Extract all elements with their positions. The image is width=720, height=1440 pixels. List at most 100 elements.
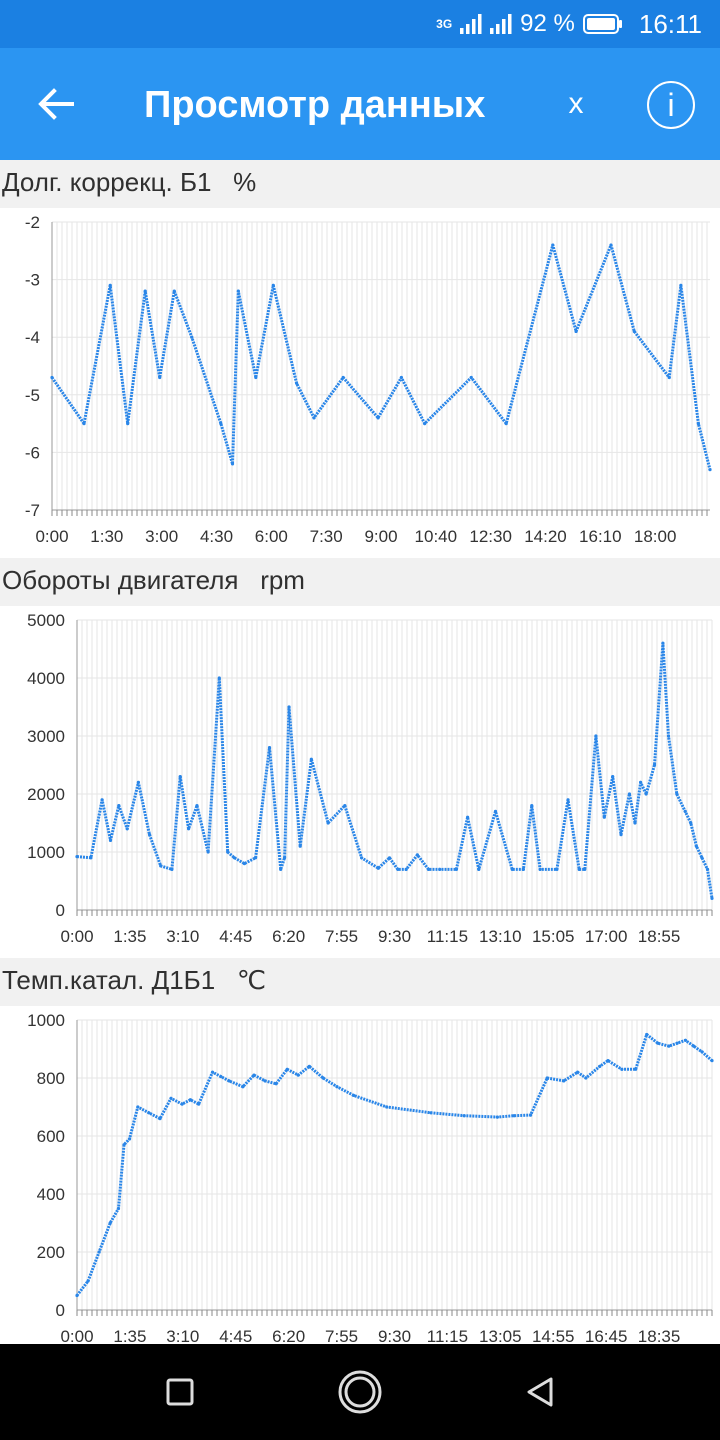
- data-point: [705, 867, 710, 871]
- data-point: [598, 1064, 602, 1068]
- data-point: [97, 1250, 101, 1254]
- data-point: [351, 1093, 356, 1097]
- info-button[interactable]: i: [646, 80, 696, 130]
- data-point: [645, 1032, 649, 1037]
- clock: 16:11: [638, 8, 702, 39]
- y-tick-label: 3000: [27, 727, 65, 746]
- y-tick-label: -6: [25, 443, 40, 462]
- data-point: [512, 1114, 516, 1118]
- chart-title-fuel-trim: Долг. коррекц. Б1 %: [0, 160, 720, 208]
- circle-icon: [338, 1370, 382, 1414]
- data-point: [583, 867, 587, 871]
- series-points: [75, 641, 714, 900]
- data-point: [287, 705, 291, 709]
- data-point: [190, 335, 194, 339]
- y-tick-label: 1000: [27, 843, 65, 862]
- data-point: [683, 809, 687, 813]
- y-tick-label: 800: [37, 1069, 65, 1088]
- data-point: [696, 422, 700, 426]
- data-point: [504, 422, 508, 426]
- data-point: [689, 821, 693, 825]
- data-point: [667, 375, 671, 380]
- data-point: [438, 867, 442, 871]
- data-point: [170, 867, 174, 871]
- data-point: [415, 853, 419, 857]
- x-tick-label: 11:15: [427, 927, 468, 946]
- data-point: [396, 867, 400, 871]
- battery-icon: [582, 14, 622, 34]
- data-point: [644, 792, 648, 796]
- data-point: [236, 289, 240, 293]
- data-point: [254, 375, 258, 380]
- data-point: [188, 1098, 192, 1102]
- info-icon: i: [647, 81, 695, 129]
- y-tick-label: 200: [37, 1243, 65, 1262]
- back-button[interactable]: [30, 78, 82, 130]
- data-point: [606, 1059, 610, 1063]
- y-tick-label: -3: [25, 271, 40, 290]
- data-point: [75, 1293, 79, 1298]
- x-tick-label: 4:45: [219, 1327, 252, 1344]
- data-point: [426, 867, 431, 871]
- data-point: [122, 1143, 126, 1147]
- data-point: [252, 1073, 256, 1077]
- data-point: [710, 896, 714, 900]
- data-point: [462, 1114, 466, 1118]
- data-point: [108, 283, 112, 287]
- data-point: [562, 1079, 566, 1083]
- data-point: [609, 243, 613, 247]
- data-point: [197, 1102, 201, 1106]
- x-minor-ticks: [76, 1310, 713, 1316]
- x-tick-label: 1:35: [113, 1327, 146, 1344]
- x-tick-label: 11:15: [427, 1327, 468, 1344]
- chart-title-text: Обороты двигателя: [2, 565, 239, 595]
- data-point: [683, 1038, 688, 1042]
- x-tick-label: 13:10: [479, 927, 522, 946]
- x-tick-label: 1:35: [113, 927, 146, 946]
- data-point: [126, 422, 130, 426]
- data-point: [75, 855, 79, 859]
- data-point: [195, 804, 199, 808]
- home-button[interactable]: [330, 1364, 390, 1420]
- data-point: [159, 864, 163, 868]
- x-tick-label: 16:45: [585, 1327, 628, 1344]
- data-point: [227, 1079, 231, 1083]
- data-point: [387, 856, 392, 860]
- data-point: [100, 798, 104, 802]
- y-tick-label: 0: [56, 1301, 65, 1320]
- data-point: [555, 867, 559, 871]
- chart-title-text: Долг. коррекц. Б1: [2, 167, 212, 197]
- data-point: [454, 867, 459, 871]
- close-button[interactable]: x: [568, 87, 584, 120]
- data-point: [594, 734, 598, 738]
- data-point: [694, 844, 698, 848]
- data-point: [172, 289, 176, 293]
- y-tick-label: -5: [25, 386, 40, 405]
- x-tick-label: 9:30: [378, 1327, 411, 1344]
- data-point: [279, 867, 283, 871]
- x-tick-label: 17:00: [585, 927, 628, 946]
- data-point: [136, 1105, 140, 1109]
- data-point: [521, 867, 525, 871]
- recent-apps-button[interactable]: [150, 1364, 210, 1420]
- x-tick-label: 9:30: [378, 927, 411, 946]
- data-point: [116, 1206, 121, 1211]
- data-point: [495, 1115, 499, 1119]
- x-tick-label: 6:00: [255, 527, 288, 546]
- data-point: [136, 780, 140, 784]
- data-point: [158, 375, 162, 380]
- data-point: [376, 866, 380, 870]
- x-tick-label: 18:00: [634, 527, 677, 546]
- data-point: [309, 757, 313, 761]
- x-tick-label: 14:20: [524, 527, 567, 546]
- back-nav-button[interactable]: [510, 1364, 570, 1420]
- chart-title-rpm: Обороты двигателя rpm: [0, 558, 720, 606]
- x-tick-label: 6:20: [272, 927, 305, 946]
- data-point: [241, 1085, 245, 1089]
- data-point: [700, 856, 704, 860]
- data-point: [429, 1111, 433, 1115]
- data-point: [230, 462, 235, 466]
- data-point: [675, 792, 679, 796]
- data-point: [551, 243, 555, 247]
- status-bar: 3G 92 % 16:11: [0, 0, 720, 48]
